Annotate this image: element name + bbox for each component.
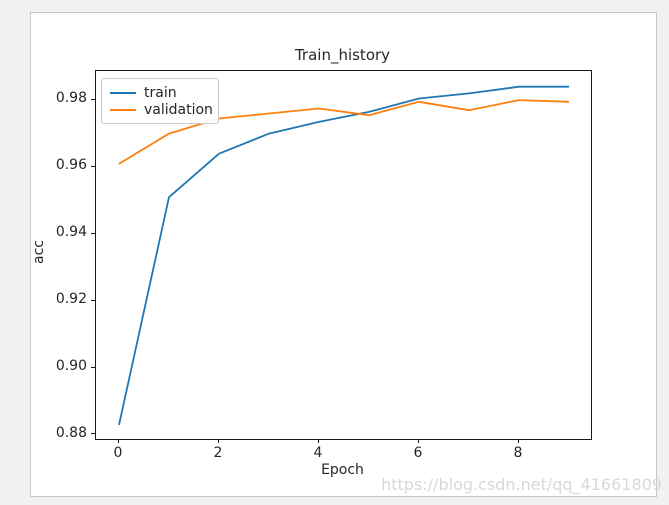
legend-label-validation: validation xyxy=(144,102,213,119)
series-line-validation xyxy=(118,99,570,165)
y-tick-label: 0.90 xyxy=(55,358,87,374)
y-axis-label: acc xyxy=(31,240,47,264)
x-tick-mark xyxy=(417,439,419,443)
legend-item-validation: validation xyxy=(110,102,213,120)
x-tick-label: 0 xyxy=(113,445,123,461)
x-tick-label: 6 xyxy=(413,445,423,461)
x-tick-label: 4 xyxy=(313,445,323,461)
legend-line-sample-validation xyxy=(110,109,136,112)
y-tick-label: 0.88 xyxy=(55,424,87,441)
y-tick-label: 0.96 xyxy=(55,157,87,174)
y-tick-mark xyxy=(91,299,95,301)
legend-label-train: train xyxy=(144,84,177,101)
y-tick-mark xyxy=(91,433,95,435)
x-tick-mark xyxy=(517,439,519,443)
x-axis-label: Epoch xyxy=(321,462,364,478)
x-tick-mark xyxy=(317,439,319,443)
series-line-train xyxy=(118,85,569,426)
csdn-watermark: https://blog.csdn.net/qq_41661809 xyxy=(381,475,662,494)
y-tick-mark xyxy=(91,366,95,368)
y-tick-label: 0.92 xyxy=(55,291,87,308)
y-tick-mark xyxy=(91,98,95,100)
x-tick-mark xyxy=(217,439,219,443)
x-tick-label: 2 xyxy=(213,445,223,461)
legend-item-train: train xyxy=(110,84,210,102)
y-tick-label: 0.94 xyxy=(55,224,87,241)
x-tick-mark xyxy=(117,439,119,443)
y-tick-mark xyxy=(91,232,95,234)
plot-area xyxy=(95,70,592,440)
plot-lines-svg xyxy=(118,85,570,426)
y-tick-mark xyxy=(91,165,95,167)
x-tick-label: 8 xyxy=(513,445,523,461)
y-tick-label: 0.98 xyxy=(55,90,87,107)
legend-line-sample-train xyxy=(110,91,136,94)
legend-box: train validation xyxy=(101,78,219,124)
chart-title: Train_history xyxy=(294,46,391,64)
